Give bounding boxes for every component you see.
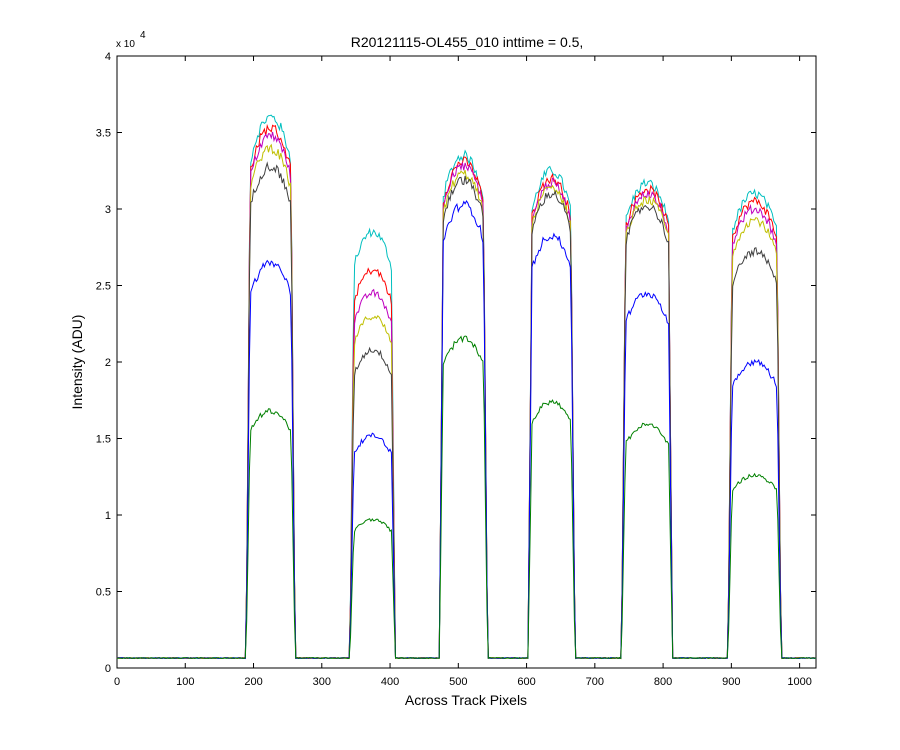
x-axis: 0 100 200 300 400 500 600 700 800 900 1000 bbox=[114, 56, 812, 688]
y-tick-label: 0 bbox=[105, 663, 111, 675]
x-tick-label: 1000 bbox=[787, 676, 811, 688]
x-tick-label: 800 bbox=[654, 676, 672, 688]
x-tick-label: 600 bbox=[517, 676, 535, 688]
x-tick-label: 400 bbox=[381, 676, 399, 688]
x-tick-label: 0 bbox=[114, 676, 120, 688]
y-tick-label: 2 bbox=[105, 357, 111, 369]
series-line-7 bbox=[116, 335, 817, 660]
x-tick-label: 100 bbox=[176, 676, 194, 688]
y-axis-label: Intensity (ADU) bbox=[69, 315, 85, 410]
x-tick-label: 900 bbox=[722, 676, 740, 688]
y-exponent-label: x 10 bbox=[116, 39, 135, 50]
x-tick-label: 700 bbox=[586, 676, 604, 688]
y-tick-label: 1.5 bbox=[96, 434, 111, 446]
x-tick-label: 300 bbox=[313, 676, 331, 688]
y-axis: 0 0.5 1 1.5 2 2.5 3 3.5 4 bbox=[96, 51, 816, 675]
plot-area bbox=[116, 55, 817, 669]
y-tick-label: 3 bbox=[105, 204, 111, 216]
y-tick-label: 2.5 bbox=[96, 281, 111, 293]
x-tick-label: 200 bbox=[244, 676, 262, 688]
y-exponent-power: 4 bbox=[140, 30, 146, 41]
y-tick-label: 0.5 bbox=[96, 587, 111, 599]
x-tick-label: 500 bbox=[449, 676, 467, 688]
x-axis-label: Across Track Pixels bbox=[405, 692, 527, 708]
y-tick-label: 1 bbox=[105, 510, 111, 522]
chart-title: R20121115-OL455_010 inttime = 0.5, bbox=[351, 34, 584, 50]
y-tick-label: 4 bbox=[105, 51, 111, 63]
y-tick-label: 3.5 bbox=[96, 128, 111, 140]
series-layer bbox=[116, 114, 817, 660]
